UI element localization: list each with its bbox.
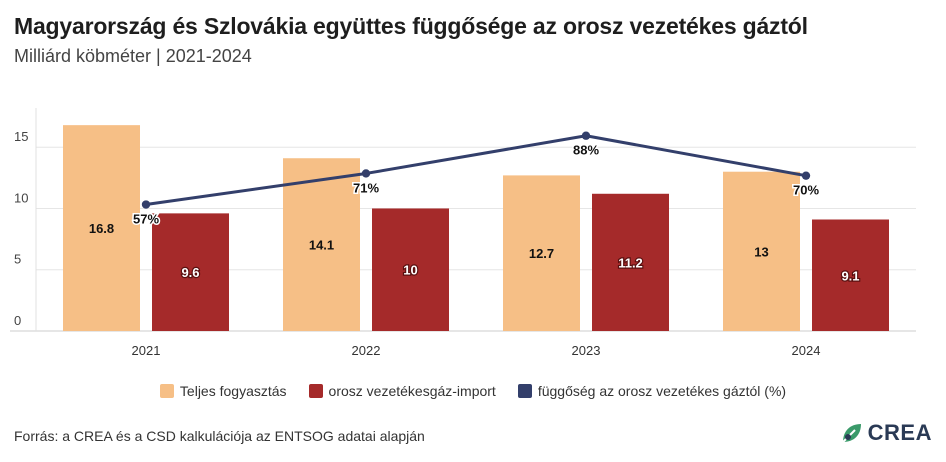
source-note: Forrás: a CREA és a CSD kalkulációja az … bbox=[14, 428, 425, 444]
chart-subtitle: Milliárd köbméter | 2021-2024 bbox=[14, 46, 252, 66]
bar-total-2023 bbox=[503, 175, 580, 331]
data-label-total-2022: 14.1 bbox=[309, 238, 334, 253]
dependence-label-2022: 71% bbox=[353, 180, 379, 195]
data-label-import-2023: 11.2 bbox=[618, 255, 643, 270]
y-tick-label-1: 5 bbox=[14, 252, 21, 267]
legend-item-total: Teljes fogyasztás bbox=[159, 383, 287, 399]
data-label-import-2022: 10 bbox=[403, 263, 417, 278]
legend-item-import: orosz vezetékesgáz-import bbox=[308, 383, 496, 399]
bar-total-2024 bbox=[723, 171, 800, 331]
chart-title: Magyarország és Szlovákia együttes függő… bbox=[14, 13, 808, 39]
dependence-line bbox=[145, 134, 807, 207]
crea-leaf-icon bbox=[841, 424, 861, 443]
crea-logo: CREA bbox=[840, 420, 932, 446]
bar-total-2021 bbox=[63, 125, 140, 332]
data-label-total-2024: 13 bbox=[754, 244, 768, 259]
chart-plot: 0 5 10 15 16.8 9.6 2021 14.1 10 2022 12.7 11.2 2023 1… bbox=[10, 108, 916, 358]
y-tick-label-0: 0 bbox=[14, 313, 21, 328]
data-label-total-2021: 16.8 bbox=[89, 221, 114, 236]
y-tick-label-3: 15 bbox=[14, 129, 28, 144]
data-label-import-2021: 9.6 bbox=[181, 265, 199, 280]
y-tick-label-2: 10 bbox=[14, 190, 28, 205]
dependence-point-2023 bbox=[581, 131, 591, 140]
legend-swatch-dependence bbox=[517, 384, 532, 398]
data-label-total-2023: 12.7 bbox=[529, 246, 554, 261]
legend-swatch-import bbox=[308, 384, 323, 398]
dependence-label-2021: 57% bbox=[133, 212, 159, 227]
bar-import-2023 bbox=[592, 193, 669, 331]
data-label-import-2024: 9.1 bbox=[841, 268, 859, 283]
bar-total-2022 bbox=[283, 158, 360, 331]
legend-swatch-total bbox=[159, 384, 174, 398]
legend-label-total: Teljes fogyasztás bbox=[179, 383, 287, 399]
x-tick-label-2021: 2021 bbox=[132, 343, 161, 358]
dependence-label-2024: 70% bbox=[793, 183, 819, 198]
dependence-point-2021 bbox=[141, 200, 151, 209]
dependence-label-2023: 88% bbox=[573, 143, 599, 158]
dependence-point-2022 bbox=[361, 169, 371, 178]
chart-legend: Teljes fogyasztás orosz vezetékesgáz-imp… bbox=[0, 383, 946, 399]
x-tick-label-2023: 2023 bbox=[572, 343, 601, 358]
legend-label-import: orosz vezetékesgáz-import bbox=[328, 383, 496, 399]
bar-import-2021 bbox=[152, 213, 229, 331]
legend-item-dependence: függőség az orosz vezetékes gáztól (%) bbox=[517, 383, 787, 399]
dependence-point-2024 bbox=[801, 171, 811, 180]
bar-import-2022 bbox=[372, 208, 449, 331]
x-tick-label-2024: 2024 bbox=[792, 343, 821, 358]
crea-logo-text: CREA bbox=[867, 420, 932, 445]
x-tick-label-2022: 2022 bbox=[352, 343, 381, 358]
legend-label-dependence: függőség az orosz vezetékes gáztól (%) bbox=[537, 383, 787, 399]
bar-import-2024 bbox=[812, 219, 889, 331]
